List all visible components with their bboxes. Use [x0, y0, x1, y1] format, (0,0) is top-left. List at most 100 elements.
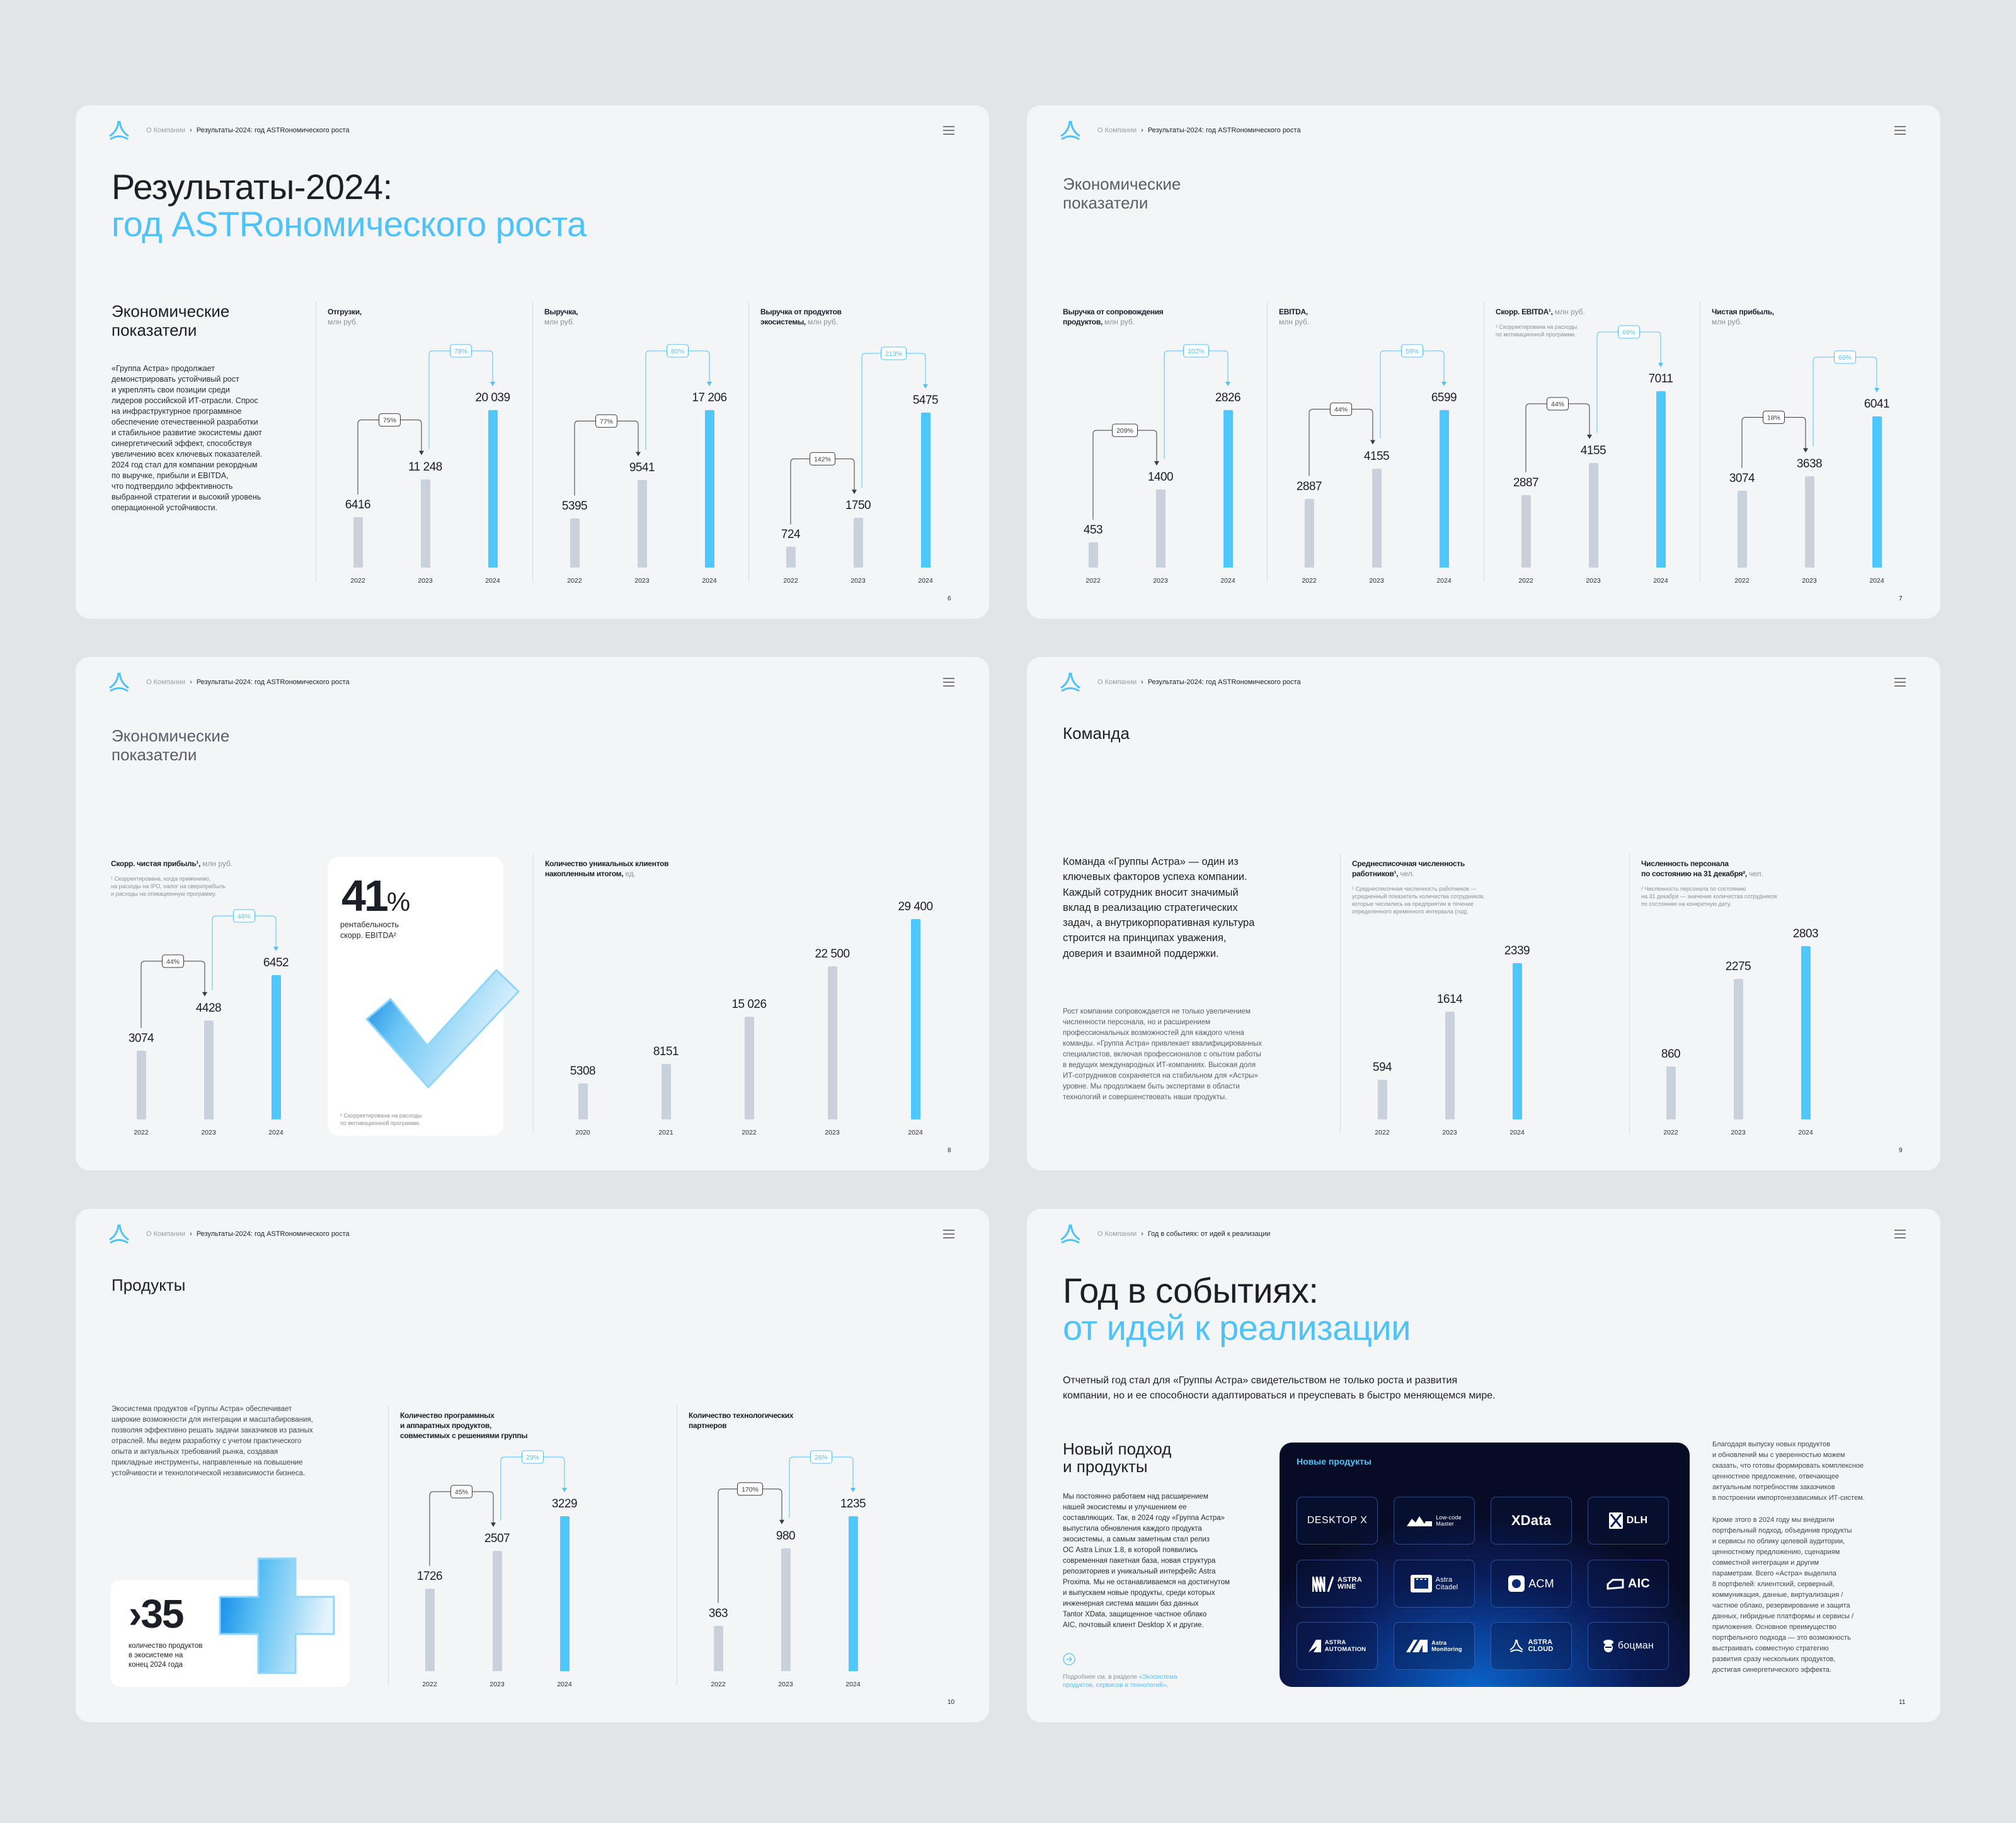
- divider: [748, 302, 749, 582]
- plus-icon: [219, 1557, 335, 1674]
- arrow-down-icon: [1225, 382, 1230, 386]
- value-label: 17 206: [692, 391, 727, 404]
- arrow-down-icon: [779, 1519, 784, 1524]
- breadcrumb-root-link[interactable]: О Компании: [1097, 1230, 1137, 1238]
- chart-title: Количество программных и аппаратных прод…: [400, 1411, 528, 1440]
- breadcrumb-root-link[interactable]: О Компании: [1097, 127, 1137, 134]
- chart-shipments: Отгрузки, млн руб. 6416 2022 11 248 2023 20 0…: [316, 302, 532, 591]
- year-label: 2022: [567, 577, 582, 585]
- astra-cloud-logo-icon: [1509, 1639, 1523, 1653]
- arrow-down-icon: [1441, 382, 1446, 386]
- menu-icon[interactable]: [1894, 126, 1906, 135]
- bar-2024: [559, 1516, 570, 1671]
- product-tile-dlh[interactable]: DLH: [1588, 1497, 1669, 1545]
- ecosystem-section-link[interactable]: «Экосистема продуктов, сервисов и технол…: [1063, 1674, 1177, 1689]
- chart-ebitda: EBITDA, млн руб. 2887 2022 4155 2023 6599 2024…: [1267, 302, 1484, 591]
- divider: [533, 854, 534, 1134]
- growth-label: 213%: [885, 350, 902, 358]
- year-label: 2023: [634, 577, 650, 585]
- breadcrumb-root-link[interactable]: О Компании: [146, 1230, 186, 1238]
- value-label: 363: [708, 1606, 728, 1620]
- page-number: 6: [948, 595, 951, 602]
- new-products-panel: Новые продукты DESKTOP X Low-code Master…: [1280, 1443, 1690, 1687]
- breadcrumb-root-link[interactable]: О Компании: [146, 127, 186, 134]
- growth-bracket-current: 69%: [1596, 325, 1663, 433]
- bar-2022: [786, 547, 796, 568]
- wine-stripes-icon: [1312, 1576, 1334, 1592]
- card-footnote: ² Скорректирована на расходы по мотиваци…: [340, 1112, 422, 1126]
- margin-caption: рентабельность скорр. EBITDA²: [340, 920, 399, 940]
- product-tile-desktop-x[interactable]: DESKTOP X: [1297, 1497, 1378, 1545]
- breadcrumb-root-link[interactable]: О Компании: [1097, 678, 1137, 686]
- growth-bracket-prev: 18%: [1741, 410, 1808, 468]
- slide-year-in-events: О Компании › Год в событиях: от идей к реа…: [1027, 1209, 1940, 1722]
- bar-2023: [1372, 468, 1382, 568]
- arrow-down-icon: [923, 384, 928, 389]
- year-label: 2023: [201, 1129, 216, 1136]
- product-tile-xdata[interactable]: XData: [1491, 1497, 1572, 1545]
- year-label: 2024: [845, 1681, 861, 1688]
- growth-annotations: 77% 80%: [574, 344, 712, 496]
- value-label: 6416: [345, 498, 371, 511]
- menu-icon[interactable]: [943, 1230, 954, 1238]
- year-label: 2022: [711, 1681, 726, 1688]
- breadcrumb-current: Результаты-2024: год ASTRономического ро…: [1147, 127, 1301, 134]
- bar-2024: [1439, 410, 1449, 568]
- menu-icon[interactable]: [943, 678, 954, 687]
- title-line-1: Результаты-2024:: [112, 167, 392, 207]
- value-label: 453: [1083, 523, 1103, 537]
- growth-bracket-prev: 45%: [429, 1485, 496, 1566]
- arrow-down-icon: [273, 947, 278, 951]
- acm-shield-icon: [1508, 1575, 1525, 1592]
- year-label: 2020: [575, 1129, 590, 1136]
- year-label: 2024: [557, 1681, 572, 1688]
- value-label: 860: [1661, 1047, 1681, 1061]
- year-label: 2023: [1586, 577, 1601, 585]
- product-tile-aic[interactable]: AIC: [1588, 1560, 1669, 1608]
- intro-paragraph: «Группа Астра» продолжает демонстрироват…: [112, 364, 263, 512]
- growth-annotations: 142% 213%: [790, 346, 928, 525]
- bar-2022: [1088, 542, 1098, 568]
- arrow-down-icon: [707, 382, 712, 386]
- menu-icon[interactable]: [1894, 1230, 1906, 1238]
- growth-label: 102%: [1188, 348, 1205, 355]
- chart-average-headcount: Среднесписочная численность работников¹,…: [1340, 854, 1557, 1143]
- bar-2024: [910, 919, 920, 1119]
- product-tile-astra-wine[interactable]: ASTRA WINE: [1297, 1560, 1378, 1608]
- product-tile-low-code-master[interactable]: Low-code Master: [1394, 1497, 1475, 1545]
- value-label: 8151: [653, 1044, 679, 1058]
- chart-title: Выручка от сопровождения продуктов, млн …: [1063, 307, 1164, 326]
- product-tile-astra-monitoring[interactable]: Astra Monitoring: [1394, 1622, 1475, 1670]
- year-label: 2023: [1153, 577, 1168, 585]
- growth-label: 69%: [1622, 329, 1635, 336]
- growth-label: 78%: [454, 348, 467, 355]
- bar-2021: [661, 1063, 671, 1119]
- menu-icon[interactable]: [943, 126, 954, 135]
- year-label: 2024: [268, 1129, 284, 1136]
- year-label: 2024: [1653, 577, 1668, 585]
- product-tile-acm[interactable]: ACM: [1491, 1560, 1572, 1608]
- menu-icon[interactable]: [1894, 678, 1906, 687]
- year-label: 2021: [658, 1129, 673, 1136]
- year-label: 2024: [1798, 1129, 1813, 1136]
- arrow-down-icon: [562, 1488, 567, 1492]
- growth-label: 59%: [1406, 348, 1419, 355]
- team-body-paragraph: Рост компании сопровождается не только у…: [1063, 1008, 1263, 1101]
- arrow-right-circle-icon[interactable]: [1063, 1653, 1075, 1666]
- divider: [1629, 854, 1630, 1134]
- bar-2024: [271, 975, 281, 1119]
- product-tile-astra-citadel[interactable]: Astra Citadel: [1394, 1560, 1475, 1608]
- bar-2022: [1521, 494, 1531, 568]
- divider: [388, 1405, 389, 1686]
- bar-2024: [848, 1516, 858, 1671]
- slide-results-2024: О Компании › Результаты-2024: год ASTRоном…: [76, 105, 989, 619]
- product-tile-astra-automation[interactable]: ASTRA AUTOMATION: [1297, 1622, 1378, 1670]
- page-number: 7: [1899, 595, 1903, 602]
- product-tile-astra-cloud[interactable]: ASTRA CLOUD: [1491, 1622, 1572, 1670]
- growth-annotations: 44% 46%: [140, 909, 278, 1028]
- bar-2022: [136, 1050, 146, 1119]
- product-tile-botsman[interactable]: боцман: [1588, 1622, 1669, 1670]
- value-label: 22 500: [815, 947, 850, 961]
- year-label: 2024: [908, 1129, 923, 1136]
- breadcrumb-root-link[interactable]: О Компании: [146, 678, 186, 686]
